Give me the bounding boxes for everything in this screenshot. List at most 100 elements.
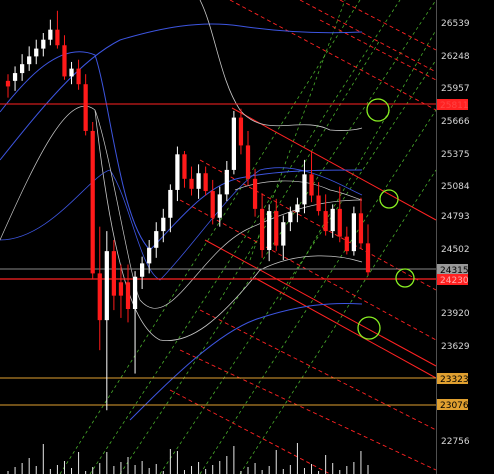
candle-down[interactable] <box>344 226 349 255</box>
candle-body <box>154 231 159 248</box>
candle-down[interactable] <box>182 150 187 188</box>
price-tick: 25084 <box>441 182 470 192</box>
candle-up[interactable] <box>330 204 335 238</box>
candle-up[interactable] <box>34 39 39 65</box>
candle-up[interactable] <box>281 215 286 261</box>
candle-body <box>104 251 109 321</box>
candle-down[interactable] <box>90 122 95 279</box>
candle-body <box>316 195 321 212</box>
candle-up[interactable] <box>302 159 307 214</box>
candle-down[interactable] <box>260 193 265 258</box>
candle-body <box>83 84 88 131</box>
candle-down[interactable] <box>189 166 194 196</box>
candle-up[interactable] <box>196 164 201 199</box>
price-tick: 26248 <box>441 52 470 62</box>
candle-up[interactable] <box>154 222 159 258</box>
candle-up[interactable] <box>104 231 109 411</box>
candle-body <box>260 208 265 251</box>
candle-body <box>281 222 286 246</box>
candle-down[interactable] <box>210 179 215 225</box>
price-tick: 25957 <box>441 84 470 94</box>
candle-up[interactable] <box>267 204 272 262</box>
candle-body <box>351 213 356 252</box>
support-tag-2-bg <box>437 399 468 410</box>
candle-up[interactable] <box>132 271 138 374</box>
candle-down[interactable] <box>83 74 88 136</box>
candle-body <box>274 211 279 246</box>
channel-dashed-line <box>169 389 331 474</box>
candle-down[interactable] <box>323 194 328 236</box>
last-price-red-tag-label: 24230 <box>440 276 469 286</box>
candle-body <box>337 208 342 237</box>
candle-up[interactable] <box>41 33 46 57</box>
candle-body <box>365 243 371 273</box>
candle-body <box>203 173 208 192</box>
candle-down[interactable] <box>358 197 364 249</box>
candle-down[interactable] <box>274 198 279 252</box>
moving-average-long <box>0 23 363 161</box>
candle-up[interactable] <box>217 186 222 227</box>
candle-up[interactable] <box>288 206 293 232</box>
candle-down[interactable] <box>97 226 102 351</box>
moving-average-mid <box>0 167 363 281</box>
candle-up[interactable] <box>224 160 229 202</box>
candle-down[interactable] <box>316 182 321 216</box>
candle-down[interactable] <box>62 35 67 80</box>
channel-line <box>231 107 437 221</box>
candle-body <box>344 236 349 252</box>
candle-down[interactable] <box>76 59 81 90</box>
candle-up[interactable] <box>231 110 236 175</box>
candle-body <box>20 64 25 74</box>
candles[interactable] <box>5 10 371 411</box>
candle-up[interactable] <box>140 256 145 289</box>
candle-down[interactable] <box>365 224 371 276</box>
candle-down[interactable] <box>309 152 314 203</box>
candle-down[interactable] <box>125 264 131 323</box>
candle-up[interactable] <box>48 19 53 46</box>
price-tick: 25666 <box>441 117 470 127</box>
candle-body <box>295 204 300 213</box>
candle-down[interactable] <box>55 10 60 49</box>
price-tick: 24502 <box>441 245 470 255</box>
channel-line <box>254 277 437 379</box>
candle-down[interactable] <box>5 74 11 98</box>
candle-down[interactable] <box>238 108 244 155</box>
channel-dashed-line <box>199 159 437 291</box>
candle-body <box>168 189 173 218</box>
candle-down[interactable] <box>337 186 342 243</box>
candle-down[interactable] <box>245 130 251 186</box>
candle-down[interactable] <box>111 240 116 311</box>
candle-up[interactable] <box>295 197 300 223</box>
fan-line <box>199 109 437 474</box>
fan-line <box>239 169 437 474</box>
highlight-circles <box>357 98 415 340</box>
fan-line <box>159 59 437 474</box>
candle-body <box>147 247 152 264</box>
candle-up[interactable] <box>161 208 166 243</box>
horizontal-levels <box>0 103 436 406</box>
candle-up[interactable] <box>168 184 173 233</box>
candle-up[interactable] <box>69 61 74 85</box>
candle-up[interactable] <box>27 46 32 71</box>
candle-up[interactable] <box>351 206 356 256</box>
candle-up[interactable] <box>147 240 152 274</box>
candle-body <box>125 282 131 310</box>
candle-up[interactable] <box>175 146 180 202</box>
candle-body <box>238 117 244 146</box>
candle-body <box>288 212 293 223</box>
candle-body <box>210 191 215 218</box>
candle-body <box>358 213 364 244</box>
candle-body <box>118 282 124 296</box>
candle-body <box>309 174 314 196</box>
candle-down[interactable] <box>118 264 124 318</box>
candle-down[interactable] <box>203 166 208 196</box>
candle-up[interactable] <box>12 66 18 91</box>
candle-body <box>48 29 53 40</box>
price-tick: 23920 <box>441 309 470 319</box>
candle-up[interactable] <box>20 54 25 81</box>
candle-down[interactable] <box>252 168 258 217</box>
resistance-tag-label: 25811 <box>440 101 469 111</box>
